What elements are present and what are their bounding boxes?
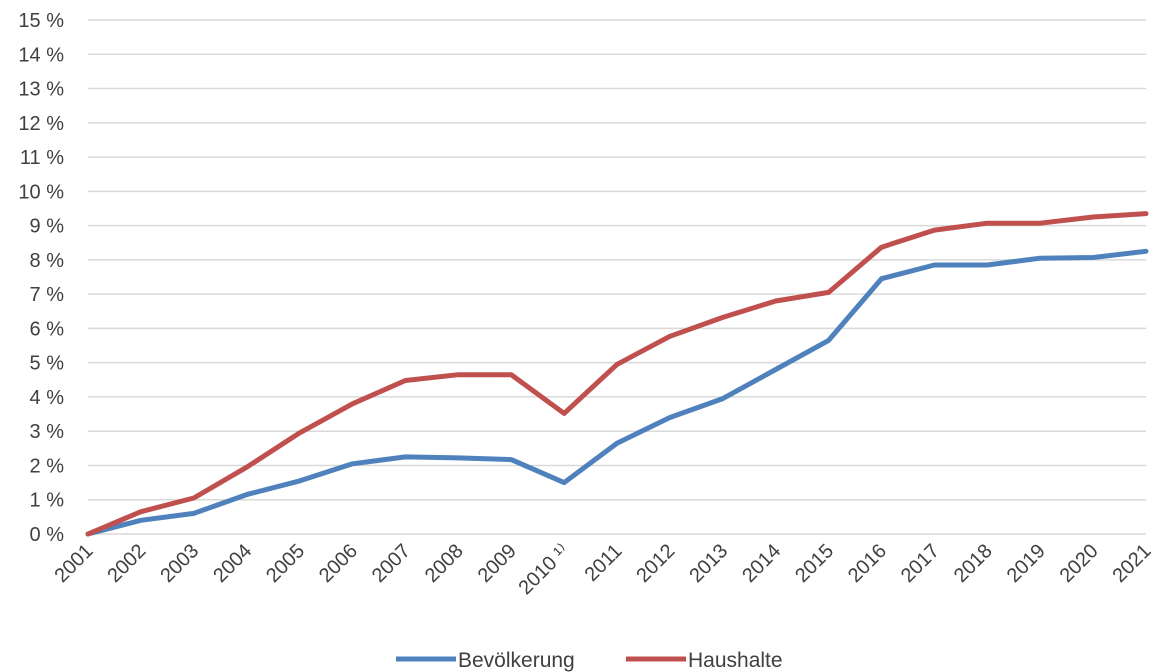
x-tick-label: 2009 xyxy=(474,540,521,587)
x-tick-label: 2010 ¹⁾ xyxy=(515,540,574,599)
series-lines xyxy=(85,211,1149,537)
x-tick-label: 2017 xyxy=(897,540,944,587)
x-tick-label: 2013 xyxy=(685,540,732,587)
y-tick-label: 6 % xyxy=(30,318,65,340)
y-tick-label: 7 % xyxy=(30,284,65,306)
y-axis-tick-labels: 0 % 1 % 2 % 3 % 4 % 5 % 6 % 7 % 8 % 9 % 10 % 11 % 12… xyxy=(18,10,64,546)
y-tick-label: 3 % xyxy=(30,421,65,443)
y-tick-label: 1 % xyxy=(30,490,65,512)
series-line-2 xyxy=(85,211,1149,537)
y-tick-label: 15 % xyxy=(18,10,64,32)
y-tick-label: 5 % xyxy=(30,353,65,375)
y-tick-label: 10 % xyxy=(18,181,64,203)
x-tick-label: 2005 xyxy=(262,540,309,587)
x-tick-label: 2002 xyxy=(103,540,150,587)
y-tick-label: 4 % xyxy=(30,387,65,409)
x-axis-tick-labels: 2001 2002 2003 2004 2005 2006 2007 2008 20092010… xyxy=(51,540,1153,599)
y-tick-label: 0 % xyxy=(30,524,65,546)
y-tick-label: 14 % xyxy=(18,44,64,66)
x-tick-label: 2008 xyxy=(421,540,468,587)
y-tick-label: 13 % xyxy=(18,79,64,101)
x-tick-label: 2015 xyxy=(791,540,838,587)
x-tick-label: 2014 xyxy=(738,540,785,587)
x-tick-label: 2001 xyxy=(51,540,98,587)
x-tick-label: 2007 xyxy=(368,540,415,587)
y-tick-label: 11 % xyxy=(20,147,64,169)
y-tick-label: 8 % xyxy=(30,250,65,272)
legend-label: Haushalte xyxy=(688,649,783,672)
x-tick-label: 2018 xyxy=(950,540,997,587)
x-tick-label: 2021 xyxy=(1109,540,1153,587)
x-tick-label: 2019 xyxy=(1003,540,1050,587)
x-tick-label: 2003 xyxy=(156,540,203,587)
x-tick-label: 2012 xyxy=(632,540,679,587)
x-tick-label: 2011 xyxy=(581,540,627,586)
legend-label: Bevölkerung xyxy=(458,649,575,672)
x-tick-label: 2006 xyxy=(315,540,362,587)
series-line-1 xyxy=(85,248,1149,537)
x-tick-label: 2004 xyxy=(209,540,256,587)
grid-lines xyxy=(88,19,1146,535)
y-tick-label: 2 % xyxy=(30,455,65,477)
y-tick-label: 9 % xyxy=(30,216,65,238)
x-tick-label: 2016 xyxy=(844,540,891,587)
legend: Bevölkerung Haushalte xyxy=(396,649,783,672)
y-tick-label: 12 % xyxy=(18,113,64,135)
x-tick-label: 2020 xyxy=(1056,540,1103,587)
